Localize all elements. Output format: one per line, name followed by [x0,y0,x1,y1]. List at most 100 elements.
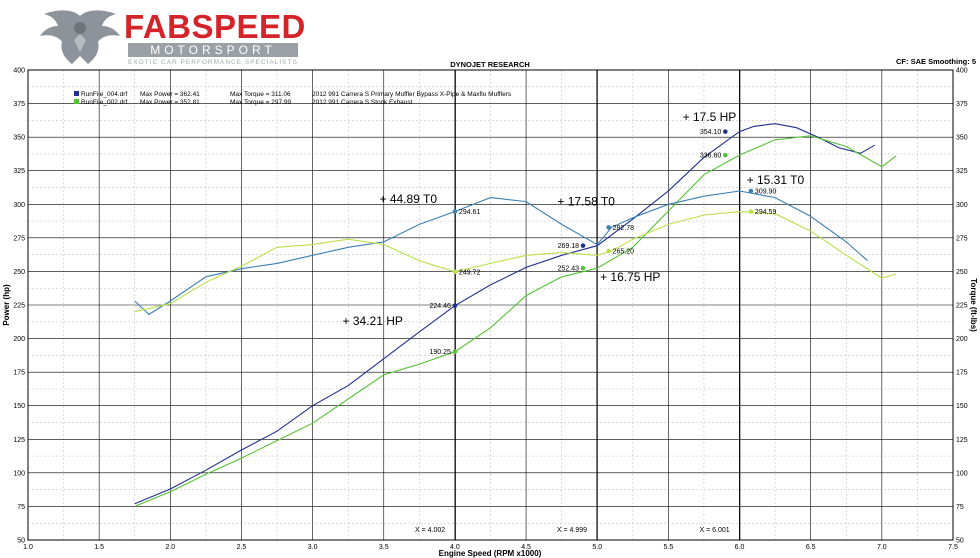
legend-max-power: Max Power = 362.41 [140,91,200,98]
y-tick-label-left: 350 [13,135,25,142]
brand-tagline: EXOTIC CAR PERFORMANCE SPECIALISTS [128,59,298,66]
legend-swatch [74,99,79,104]
y-tick-label-right: 225 [956,303,968,310]
y-tick-label-right: 350 [956,135,968,142]
value-marker [606,248,611,254]
chart-legend: RunFile_004.drf Max Power = 362.41 Max Tor… [74,91,512,106]
y-tick-label-left: 325 [13,168,25,175]
cursor-label: X = 4.999 [557,527,587,534]
legend-description: 2012 991 Carrera S Stock Exhaust [312,99,413,106]
y-tick-label-right: 250 [956,269,968,276]
gain-annotation: + 16.75 HP [600,270,660,284]
brand-subtitle: MOTORSPORT [128,43,298,57]
y-tick-label-right: 50 [956,538,964,545]
y-tick-label-right: 125 [956,437,968,444]
y-tick-label-right: 300 [956,202,968,209]
gain-annotation: + 44.89 T0 [380,192,438,206]
y-tick-label-left: 375 [13,101,25,108]
value-markers: 224.46 190.25 294.61 249.72 269.18 252.43 282.… [430,129,777,356]
chart-axes: 1.0 1.5 2.0 2.5 3.0 3.5 4.0 4.5 5.0 5.5 6.0 6.5 7.0 7… [13,68,967,552]
y-tick-label-right: 325 [956,168,968,175]
x-tick-label: 4.0 [450,544,460,551]
value-label: 354.10 [700,129,722,136]
legend-file: RunFile_004.drf [81,91,127,98]
y-tick-label-left: 200 [13,336,25,343]
brand-logo-block: FABSPEED MOTORSPORT EXOTIC CAR PERFORMAN… [38,6,318,68]
x-axis-label: Engine Speed (RPM x1000) [439,549,542,558]
value-marker [580,265,586,271]
y-axis-label-right: Torque (ft-lbs) [969,278,978,332]
cursor-label: X = 4.002 [415,527,445,534]
y-tick-label-left: 50 [17,538,25,545]
x-tick-label: 7.0 [877,544,887,551]
eagle-logo-icon [40,10,120,64]
y-tick-label-right: 100 [956,470,968,477]
value-marker [748,209,754,214]
legend-description: 2012 991 Carrera S Primary Muffler Bypas… [312,91,512,98]
value-marker [723,152,728,158]
y-tick-label-right: 175 [956,370,968,377]
y-tick-label-right: 400 [956,68,968,75]
y-tick-label-left: 250 [13,269,25,276]
x-tick-label: 2.0 [165,544,175,551]
y-tick-label-right: 375 [956,101,968,108]
value-marker [452,209,458,214]
value-marker [452,303,458,309]
value-label: 252.43 [558,266,580,273]
y-tick-label-left: 75 [17,504,25,511]
y-tick-label-left: 300 [13,202,25,209]
value-label: 294.61 [459,209,481,216]
y-tick-label-right: 75 [956,504,964,511]
y-tick-label-right: 150 [956,403,968,410]
value-marker [452,269,458,275]
y-tick-label-left: 150 [13,403,25,410]
value-label: 294.59 [755,209,777,216]
x-tick-label: 3.0 [308,544,318,551]
value-label: 282.78 [613,225,635,232]
value-marker [580,243,586,248]
x-tick-label: 2.5 [237,544,247,551]
x-tick-label: 6.5 [806,544,816,551]
legend-max-torque: Max Torque = 311.06 [230,91,291,98]
x-tick-label: 5.0 [592,544,602,551]
value-label: 309.90 [755,188,777,195]
gain-annotation: + 17.5 HP [683,110,737,124]
y-tick-label-left: 125 [13,437,25,444]
value-marker [606,225,611,230]
value-marker [723,129,728,134]
x-tick-label: 3.5 [379,544,389,551]
y-tick-label-left: 275 [13,235,25,242]
gain-annotations: + 44.89 T0 + 34.21 HP + 17.58 T0 + 16.75 HP… [343,110,805,328]
chart-corner-info: CF: SAE Smoothing: 5 [896,57,976,66]
y-tick-label-left: 175 [13,370,25,377]
x-tick-label: 4.5 [521,544,531,551]
value-label: 269.18 [558,243,580,250]
gain-annotation: + 15.31 T0 [747,173,805,187]
series-line [134,211,897,313]
value-label: 249.72 [459,269,481,276]
cursor-lines: X = 4.002 X = 4.999 X = 6.001 [415,70,741,540]
value-label: 265.20 [613,249,635,256]
series-lines [134,123,897,507]
x-tick-label: 6.0 [735,544,745,551]
y-tick-label-left: 225 [13,303,25,310]
series-line [134,135,897,507]
chart-title: DYNOJET RESEARCH [450,60,530,69]
gain-annotation: + 34.21 HP [343,314,403,328]
value-marker [748,188,754,194]
y-tick-label-right: 275 [956,235,968,242]
series-line [134,123,875,505]
brand-name: FABSPEED [124,8,306,45]
y-tick-label-left: 400 [13,68,25,75]
legend-swatch [74,91,79,96]
legend-max-power: Max Power = 352.81 [140,99,200,106]
value-label: 224.46 [430,303,452,310]
x-tick-label: 7.5 [948,544,958,551]
value-label: 336.60 [700,153,722,160]
cursor-label: X = 6.001 [700,527,730,534]
legend-max-torque: Max Torque = 297.99 [230,99,292,106]
x-tick-label: 1.0 [23,544,33,551]
series-line [134,190,868,316]
legend-file: RunFile_002.drf [81,99,127,106]
